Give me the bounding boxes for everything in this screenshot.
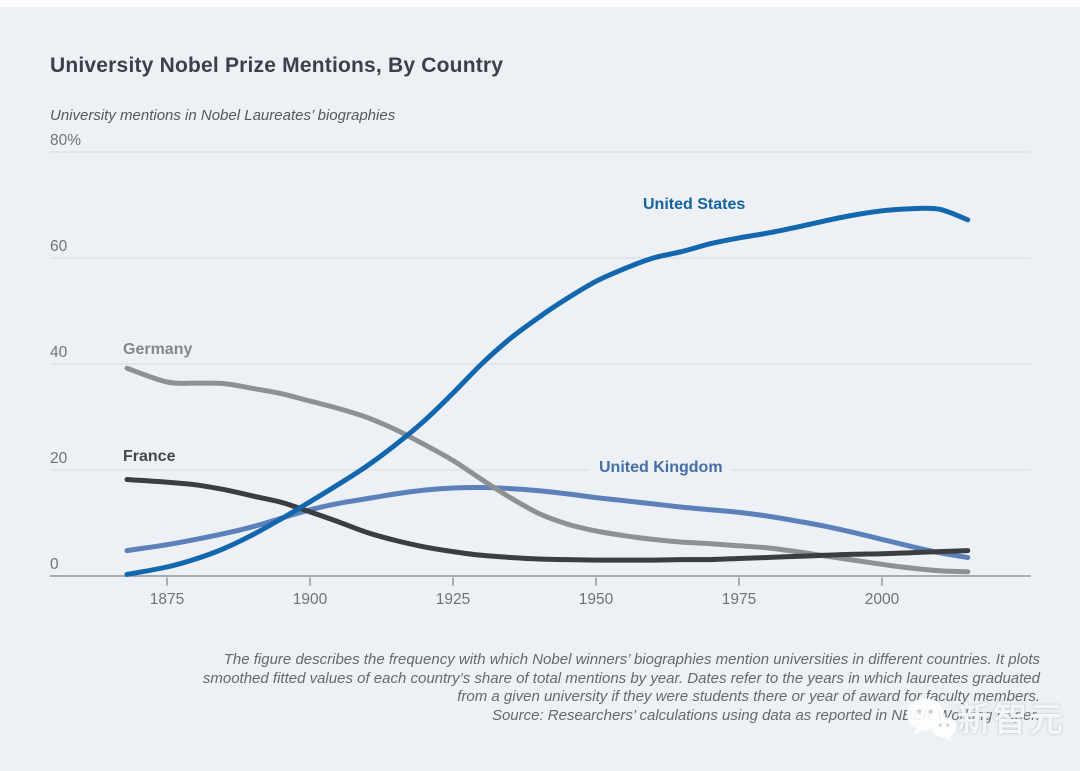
x-tick-label: 1900 [293,591,328,608]
line-united-states [124,205,971,577]
wechat-bubbles-icon [906,698,957,742]
series-label-france: France [123,448,176,465]
chart-subtitle: University mentions in Nobel Laureates’ … [50,107,396,124]
caption-line: from a given university if they were stu… [457,688,1040,705]
y-tick-label: 80% [50,132,81,149]
watermark-text: 新智元 [957,701,1065,739]
y-tick-label: 0 [50,556,59,573]
x-tick-label: 1975 [722,591,756,608]
caption-line: smoothed fitted values of each country’s… [202,669,1040,687]
x-tick-label: 1925 [436,591,470,608]
x-tick-label: 1950 [579,591,614,608]
y-tick-label: 20 [50,450,68,467]
caption-line: The figure describes the frequency with … [223,651,1040,668]
x-tick-label: 1875 [150,591,184,608]
caption-line: Source: Researchers’ calculations using … [491,706,1040,724]
line-france [124,477,971,563]
x-tick-label: 2000 [865,591,900,608]
y-tick-label: 60 [50,238,68,255]
series-label-united-states: United States [643,196,746,213]
series-label-germany: Germany [123,341,193,358]
watermark: 新智元 [905,688,1065,752]
figure-caption: The figure describes the frequency with … [40,651,1040,725]
page-title: University Nobel Prize Mentions, By Coun… [50,54,504,78]
y-tick-label: 40 [50,344,68,361]
top-margin-strip [0,0,1080,7]
series-label-united-kingdom: United Kingdom [590,459,732,477]
